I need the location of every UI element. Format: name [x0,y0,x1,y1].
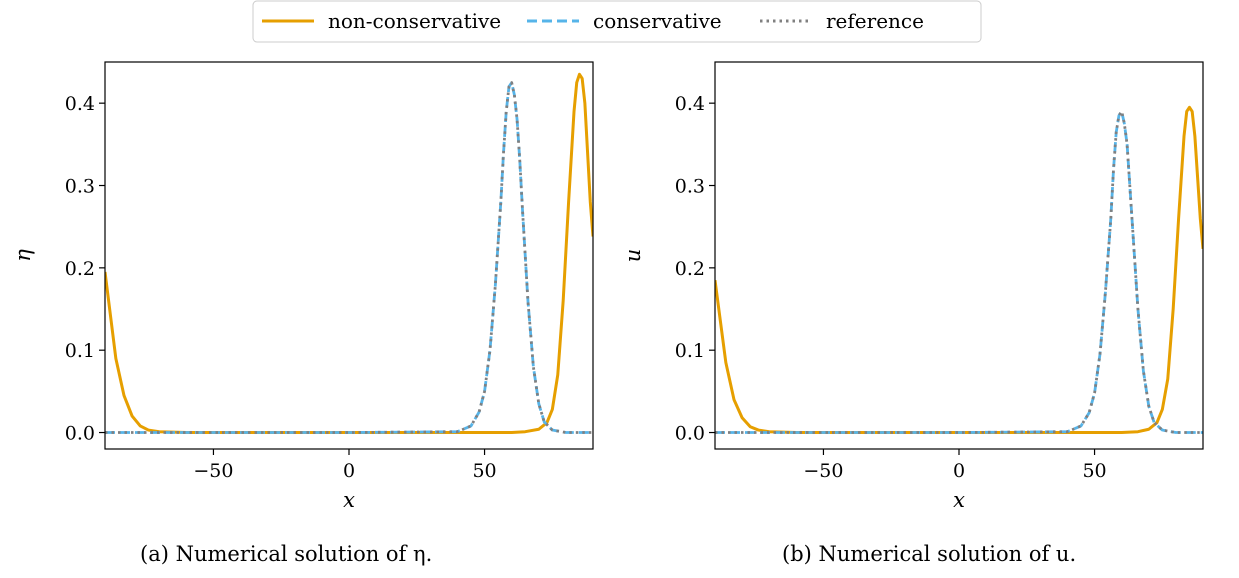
x-tick-label-eta-1: 0 [343,460,355,482]
x-tick-label-u-0: −50 [803,460,843,482]
x-tick-label-eta-0: −50 [193,460,233,482]
y-axis-label-eta: η [11,249,35,262]
y-axis-label-u: u [621,249,645,263]
axes-frame-eta [104,61,594,450]
chart-eta: −50 0 50 0.0 0.1 0.2 0.3 0.4 x η [11,61,594,512]
series-line-u-0 [715,105,1203,435]
y-tick-label-u-0: 0.0 [675,423,705,445]
series-line-eta-2 [105,81,593,434]
legend-label-0: non-conservative [328,9,501,33]
x-tick-label-u-1: 0 [953,460,965,482]
series-line-u-1 [715,110,1203,434]
legend-label-2: reference [826,9,924,33]
chart-u: −50 0 50 0.0 0.1 0.2 0.3 0.4 x u [621,61,1204,512]
legend-frame [252,0,982,43]
series-line-u-2 [715,110,1203,434]
y-tick-label-u-2: 0.2 [675,258,705,280]
series-line-eta-0 [105,72,593,435]
y-tick-label-eta-0: 0.0 [65,423,95,445]
y-tick-label-eta-2: 0.2 [65,258,95,280]
series-line-eta-1 [105,81,593,434]
y-tick-label-u-3: 0.3 [675,176,705,198]
axes-frame-u [714,61,1204,450]
x-tick-label-u-2: 50 [1082,460,1106,482]
x-tick-label-eta-2: 50 [472,460,496,482]
caption-b: (b) Numerical solution of u. [782,542,1077,566]
x-axis-label-eta: x [343,488,355,512]
y-tick-label-eta-3: 0.3 [65,176,95,198]
y-tick-label-eta-4: 0.4 [65,93,95,115]
y-tick-label-u-4: 0.4 [675,93,705,115]
x-axis-label-u: x [953,488,965,512]
caption-a: (a) Numerical solution of η. [140,542,433,566]
legend: non-conservative conservative reference [252,0,982,43]
y-tick-label-u-1: 0.1 [675,340,705,362]
legend-label-1: conservative [593,9,722,33]
y-tick-label-eta-1: 0.1 [65,340,95,362]
